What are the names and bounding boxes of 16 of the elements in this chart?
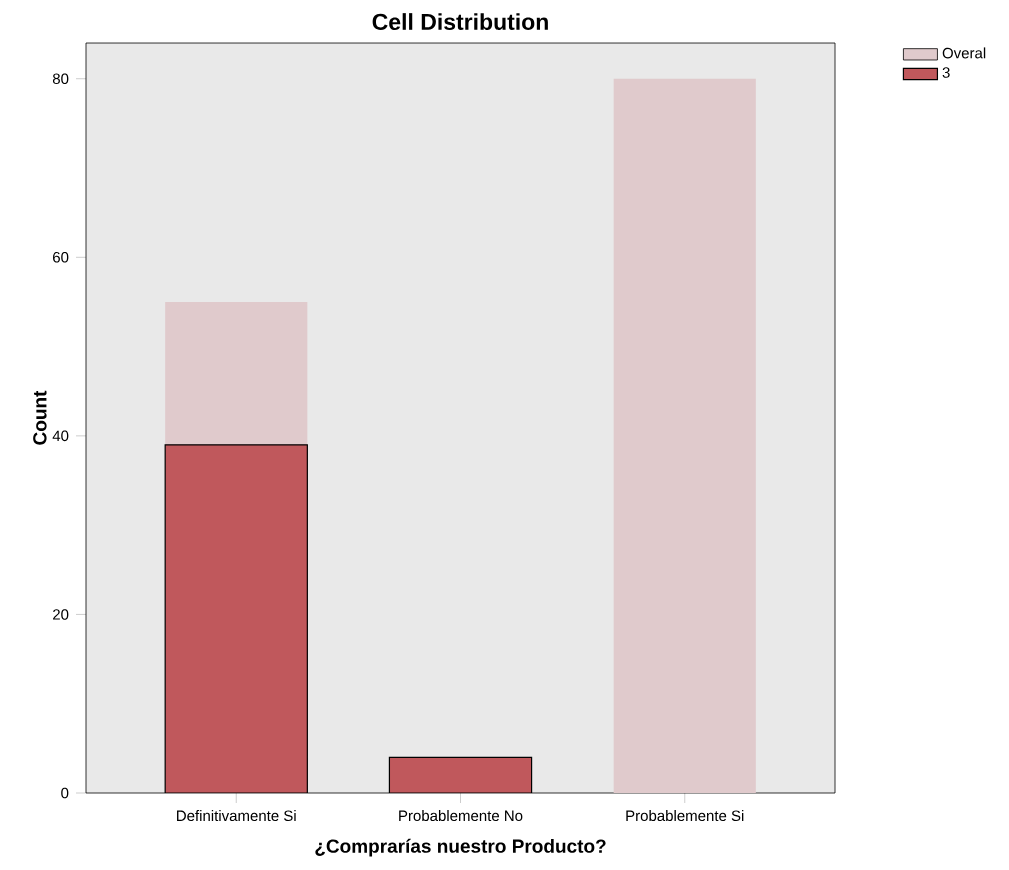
- legend-label: 3: [942, 67, 950, 78]
- x-tick-label: Probablemente Si: [626, 810, 744, 822]
- legend-label: Overal: [942, 47, 986, 59]
- y-tick-label: 20: [53, 609, 69, 620]
- chart-title: Cell Distribution: [372, 13, 548, 31]
- y-axis-title: Count: [33, 390, 47, 445]
- x-tick-label: Definitivamente Si: [177, 810, 296, 822]
- y-tick-label: 80: [52, 73, 69, 85]
- bar: [613, 78, 756, 793]
- bar: [164, 444, 308, 793]
- bar: [388, 756, 533, 793]
- x-axis-title: ¿Comprarías nuestro Producto?: [315, 838, 606, 857]
- x-tick-label: Probablemente No: [399, 810, 523, 822]
- y-tick-label: 60: [53, 251, 69, 263]
- y-tick-label: 40: [52, 430, 69, 442]
- y-tick-label: 0: [61, 787, 69, 799]
